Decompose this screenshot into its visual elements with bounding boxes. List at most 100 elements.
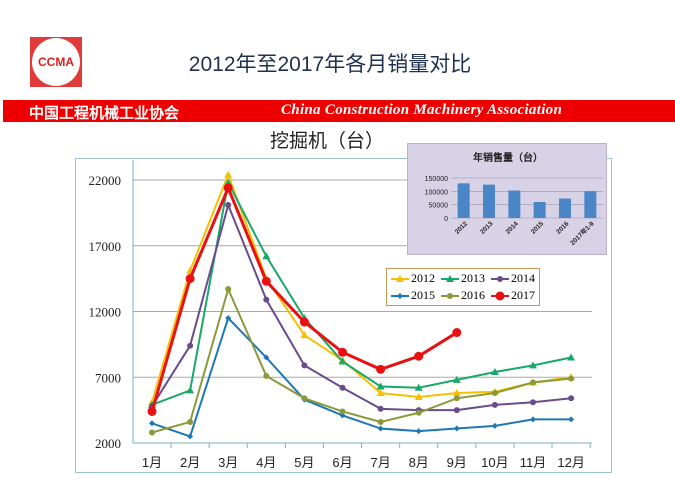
inset-x-tick-label: 2012 <box>454 220 469 235</box>
data-point <box>568 416 575 423</box>
legend-item: 2017 <box>491 288 535 303</box>
ccma-logo: CCMA <box>30 37 82 87</box>
data-point <box>568 395 575 402</box>
data-point <box>453 395 460 402</box>
y-tick-label: 12000 <box>89 305 122 320</box>
legend-swatch <box>491 275 509 282</box>
data-point <box>397 292 403 299</box>
series-line-2016 <box>151 286 572 434</box>
data-point <box>149 429 155 436</box>
series-line-2012 <box>151 171 572 403</box>
inset-bar <box>559 198 571 218</box>
data-point <box>415 409 422 416</box>
inset-x-tick-label: 2016 <box>555 220 570 235</box>
x-tick-label: 2月 <box>180 455 200 470</box>
inset-y-tick-label: 100000 <box>425 189 448 196</box>
y-tick-label: 22000 <box>89 173 122 188</box>
data-point <box>377 418 384 425</box>
data-point <box>414 383 423 391</box>
data-point <box>530 416 536 423</box>
data-point <box>567 353 576 361</box>
chart-frame <box>75 158 612 473</box>
logo-text: CCMA <box>38 55 74 69</box>
data-point <box>338 347 347 357</box>
series-line-2013 <box>151 179 572 406</box>
inset-bar <box>533 202 546 218</box>
x-tick-label: 4月 <box>256 455 276 470</box>
inset-bar <box>508 190 521 218</box>
inset-x-tick-label: 2014 <box>505 220 520 235</box>
data-point <box>301 395 308 402</box>
x-tick-label: 5月 <box>294 455 314 470</box>
data-point <box>187 418 194 425</box>
data-point <box>187 342 194 349</box>
bar-chart: 年销售量（台） 0 50000 100000 150000 2012 2013 2014 201… <box>425 151 603 247</box>
legend-swatch <box>441 292 459 299</box>
inset-y-tick-label: 50000 <box>429 203 449 210</box>
data-point <box>376 364 386 374</box>
data-point <box>491 401 498 408</box>
data-point <box>396 274 404 282</box>
data-point <box>339 408 346 415</box>
x-tick-label: 8月 <box>409 455 429 470</box>
legend-swatch <box>391 274 409 282</box>
data-point <box>300 331 309 339</box>
data-point <box>530 379 536 386</box>
data-point <box>147 406 157 416</box>
inset-bar <box>457 183 470 218</box>
data-point <box>187 433 194 440</box>
data-point <box>225 315 232 322</box>
legend-item: 2012 <box>391 271 435 286</box>
inset-bar <box>584 191 597 218</box>
data-point <box>491 422 498 429</box>
legend-swatch <box>491 291 509 300</box>
inset-title: 年销售量（台） <box>473 151 543 164</box>
data-point <box>452 375 461 383</box>
x-tick-label: 10月 <box>481 455 508 470</box>
inset-x-tick-label: 2017年1-9 <box>568 219 596 247</box>
inset-y-tick-label: 0 <box>444 216 448 223</box>
data-point <box>299 317 309 327</box>
data-point <box>376 389 385 397</box>
data-point <box>495 291 505 300</box>
x-tick-label: 6月 <box>332 455 352 470</box>
data-point <box>223 183 233 193</box>
association-name-cn: 中国工程机械工业协会 <box>29 105 180 122</box>
inset-x-tick-label: 2013 <box>479 220 494 235</box>
data-point <box>338 357 347 365</box>
x-tick-label: 11月 <box>520 455 547 470</box>
data-point <box>225 286 232 293</box>
data-point <box>263 372 270 379</box>
chart-legend: 2012 2013 2014 2015 2016 2017 <box>386 268 540 306</box>
legend-label: 2013 <box>461 271 485 285</box>
data-point <box>452 389 461 397</box>
association-banner: 中国工程机械工业协会 China Construction Machinery … <box>3 100 675 122</box>
y-tick-label: 2000 <box>95 436 121 451</box>
x-tick-label: 3月 <box>218 455 238 470</box>
inset-bar <box>483 184 495 218</box>
data-point <box>149 420 155 427</box>
x-tick-label: 1月 <box>142 455 162 470</box>
data-point <box>225 201 232 208</box>
series-line-2014 <box>151 201 572 412</box>
legend-label: 2016 <box>461 288 485 302</box>
data-point <box>261 276 271 286</box>
data-point <box>446 274 454 282</box>
legend-item: 2016 <box>441 288 485 303</box>
legend-label: 2012 <box>411 271 435 285</box>
data-point <box>453 407 460 414</box>
data-point <box>447 292 453 299</box>
annual-sales-inset: 年销售量（台） 0 50000 100000 150000 2012 2013 2014 201… <box>407 143 607 255</box>
series-line-2015 <box>151 316 572 438</box>
data-point <box>452 328 462 338</box>
data-point <box>377 425 384 432</box>
data-point <box>453 425 460 432</box>
data-point <box>568 375 575 382</box>
y-tick-label: 7000 <box>95 370 121 385</box>
y-tick-label: 17000 <box>89 239 122 254</box>
legend-swatch <box>441 274 459 282</box>
x-tick-label: 9月 <box>447 455 467 470</box>
data-point <box>415 428 422 435</box>
data-point <box>339 384 346 391</box>
